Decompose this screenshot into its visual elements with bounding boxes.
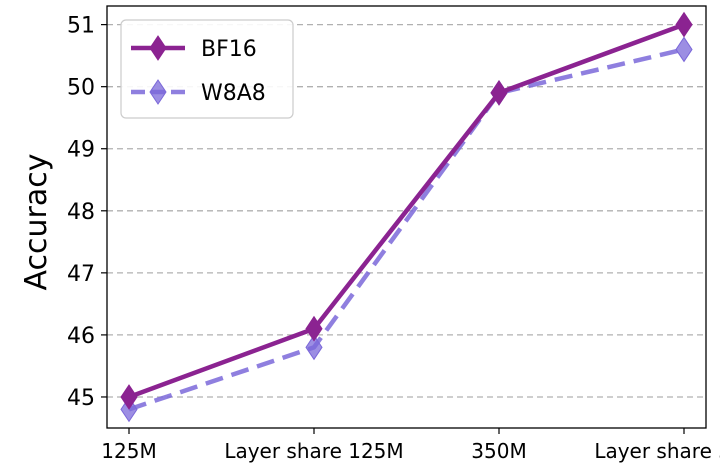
series-line-w8a8	[128, 47, 685, 412]
y-tick-label: 51	[67, 14, 95, 39]
legend-swatch-marker	[149, 79, 167, 105]
y-axis-label: Accuracy	[19, 154, 54, 291]
x-tick-label: 125M	[101, 439, 156, 463]
data-point-bf16	[120, 384, 138, 410]
y-tick-label: 47	[67, 262, 95, 287]
y-tick-label: 49	[67, 138, 95, 163]
tick-labels: 45 46 47 48 49 50 51 125M Layer share 125M 350M La…	[67, 14, 720, 463]
x-tick-label: Layer share 350M	[594, 439, 720, 463]
axes	[101, 5, 707, 434]
x-tick-label: Layer share 125M	[224, 439, 403, 463]
y-tick-label: 45	[67, 386, 95, 411]
legend-label: BF16	[201, 37, 257, 62]
series-line-bf16	[128, 22, 685, 400]
series-lines	[120, 11, 693, 423]
data-point-bf16	[490, 79, 508, 106]
legend: BF16 W8A8	[120, 19, 294, 119]
x-tick-label: 350M	[471, 439, 526, 463]
y-tick-label: 46	[67, 324, 95, 349]
y-tick-label: 48	[67, 200, 95, 225]
legend-label: W8A8	[201, 81, 266, 106]
legend-swatch-marker	[149, 35, 167, 61]
data-point-w8a8	[675, 36, 693, 63]
data-point-bf16	[305, 315, 323, 342]
data-point-bf16	[675, 11, 693, 38]
y-tick-label: 50	[67, 76, 95, 101]
plot-frame	[106, 5, 707, 429]
data-point-w8a8	[305, 334, 323, 361]
